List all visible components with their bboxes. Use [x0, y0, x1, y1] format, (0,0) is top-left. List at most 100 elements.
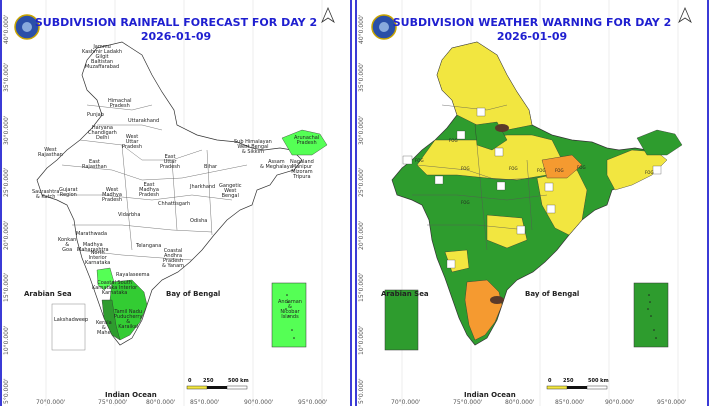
- fog-label: FOG: [555, 168, 564, 173]
- lat-label: 35°0.000': [358, 62, 365, 92]
- region-label: North Interior Karnataka: [85, 250, 111, 266]
- rainfall-date: 2026-01-09: [140, 30, 212, 43]
- scale-label: 250: [203, 378, 214, 384]
- bay-of-bengal-label: Bay of Bengal: [525, 290, 580, 298]
- fog-label: FOG: [415, 158, 424, 163]
- lat-label: 25°0.000': [3, 167, 10, 197]
- indian-ocean-label: Indian Ocean: [464, 391, 516, 399]
- subdivision-borders: [412, 104, 548, 251]
- region-green-arunachal: [636, 129, 683, 156]
- region-label: Himachal Pradesh: [108, 98, 132, 109]
- region-kerala-rain: [101, 299, 121, 341]
- region-coastal-karnataka-rain: [96, 267, 115, 291]
- lat-label: 5°0.000': [358, 378, 365, 404]
- lat-label: 30°0.000': [358, 115, 365, 145]
- lon-label: 70°0.000': [36, 399, 66, 406]
- lat-label: 10°0.000': [3, 325, 10, 355]
- arabian-sea-label: Arabian Sea: [24, 290, 72, 298]
- region-label: Uttarakhand: [128, 118, 160, 124]
- fog-label: FOG: [461, 200, 470, 205]
- arabian-sea-label: Arabian Sea: [381, 290, 429, 298]
- region-yellow-northeast: [606, 149, 668, 191]
- indian-ocean-label: Indian Ocean: [105, 391, 157, 399]
- lat-label: 40°0.000': [3, 14, 10, 44]
- north-arrow-icon: [678, 6, 692, 24]
- region-label: Konkan & Goa: [58, 237, 77, 253]
- lon-label: 95°0.000': [298, 399, 328, 406]
- region-label: Madhya Maharashtra: [77, 242, 109, 253]
- region-label: East Uttar Pradesh: [160, 154, 181, 170]
- scale-bar: [186, 385, 248, 390]
- lon-label: 75°0.000': [453, 399, 483, 406]
- scale-bar: [546, 385, 608, 390]
- warning-title: SUBDIVISION WEATHER WARNING FOR DAY 2: [392, 16, 672, 29]
- region-label: Andaman & Nicobar Islands: [278, 299, 302, 320]
- weather-warning-panel: SUBDIVISION WEATHER WARNING FOR DAY 2 20…: [355, 0, 709, 406]
- lat-label: 30°0.000': [3, 115, 10, 145]
- region-label: West Madhya Pradesh: [102, 187, 123, 203]
- region-label: Jammu Kashmir Ladakh Gilgit Baltistan Mu…: [82, 44, 123, 70]
- lat-label: 40°0.000': [358, 14, 365, 44]
- region-label: Haryana Chandigarh Delhi: [88, 125, 117, 141]
- region-label: East Rajasthan: [82, 159, 107, 170]
- imd-logo-icon: [371, 14, 397, 40]
- region-label: Gangetic West Bengal: [219, 183, 242, 199]
- region-yellow-telangana: [486, 214, 528, 249]
- north-arrow-icon: [321, 6, 335, 24]
- region-label: West Uttar Pradesh: [122, 134, 143, 150]
- region-label: Arunachal Pradesh: [294, 135, 320, 146]
- lon-label: 85°0.000': [190, 399, 220, 406]
- fog-label: FOG: [509, 166, 518, 171]
- andaman-islands: [285, 294, 295, 339]
- lat-label: 10°0.000': [358, 325, 365, 355]
- lakshadweep-inset: [384, 289, 419, 351]
- warning-date: 2026-01-09: [496, 30, 568, 43]
- lon-label: 90°0.000': [605, 399, 635, 406]
- scale-label: 500 km: [228, 378, 249, 384]
- region-label: Gujarat Region: [59, 187, 78, 198]
- warning-map: [371, 0, 692, 406]
- fog-label: FOG: [645, 170, 654, 175]
- region-label: Jharkhand: [190, 184, 216, 190]
- lon-label: 70°0.000': [391, 399, 421, 406]
- region-label: Lakshadweep: [54, 317, 89, 323]
- region-label: Punjab: [87, 112, 104, 118]
- lon-label: 95°0.000': [657, 399, 687, 406]
- scale-label: 0: [188, 378, 192, 384]
- region-label: Rayalaseema: [116, 272, 150, 278]
- imd-logo-icon: [14, 14, 40, 40]
- scale-label: 0: [548, 378, 552, 384]
- region-label: Nagaland Manipur Mizoram Tripura: [290, 159, 314, 180]
- region-yellow-north: [436, 41, 533, 131]
- lat-label: 15°0.000': [358, 272, 365, 302]
- subdivision-borders: [57, 104, 248, 261]
- andaman-inset: [633, 282, 669, 348]
- region-label: Tamil Nadu Puducherry & Karaikal: [114, 309, 143, 330]
- andaman-islands: [647, 294, 657, 339]
- lon-label: 80°0.000': [505, 399, 535, 406]
- region-label: Assam & Meghalaya: [260, 159, 293, 170]
- lat-label: 20°0.000': [358, 220, 365, 250]
- region-orange-tamilnadu: [464, 279, 503, 341]
- region-label: West Rajasthan: [38, 147, 63, 158]
- region-label: Marathwada: [76, 231, 108, 237]
- region-label: Bihar: [204, 164, 218, 170]
- region-label: East Madhya Pradesh: [139, 182, 160, 198]
- lat-label: 35°0.000': [3, 62, 10, 92]
- region-label: Sub Himalayan West Bengal & Sikkim: [234, 139, 272, 155]
- region-arunachal-rain: [281, 129, 328, 156]
- rainfall-title: SUBDIVISION RAINFALL FORECAST FOR DAY 2: [34, 16, 318, 29]
- region-label: Chhattisgarh: [158, 201, 191, 207]
- rainfall-map: [14, 0, 335, 406]
- region-label: Coastal South Karnataka Interior Karnata…: [92, 280, 138, 296]
- india-landmass: [391, 41, 658, 346]
- lon-label: 90°0.000': [244, 399, 274, 406]
- lat-label: 25°0.000': [358, 167, 365, 197]
- fog-label: FOG: [577, 165, 586, 170]
- lat-label: 15°0.000': [3, 272, 10, 302]
- region-label: Odisha: [190, 218, 208, 224]
- region-orange-bihar: [541, 154, 583, 179]
- lon-label: 75°0.000': [98, 399, 128, 406]
- warning-icons: [402, 107, 662, 269]
- scale-label: 250: [563, 378, 574, 384]
